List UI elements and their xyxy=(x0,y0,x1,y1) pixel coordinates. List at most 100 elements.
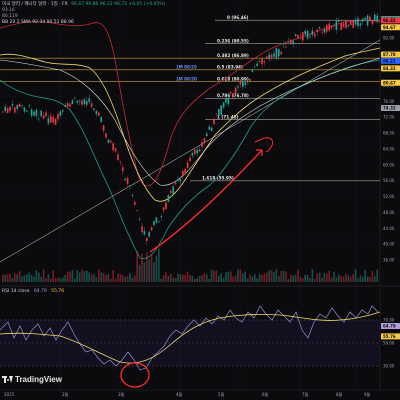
volume-bar xyxy=(376,269,378,282)
volume-bar xyxy=(359,275,362,282)
candle-body xyxy=(160,216,162,218)
candle-body xyxy=(314,33,316,37)
time-tick-label: 2월 xyxy=(62,391,69,397)
tradingview-logo[interactable]: TradingView xyxy=(2,375,62,384)
volume-bar xyxy=(206,274,208,282)
annotation-arrow[interactable] xyxy=(149,137,273,253)
fib-level-label: 0.382 (86.89) xyxy=(217,53,249,58)
candle-body xyxy=(9,106,11,112)
candle-body xyxy=(340,23,342,31)
annotation-circle[interactable] xyxy=(120,362,150,388)
volume-bar xyxy=(136,251,138,282)
candle-body xyxy=(347,25,350,27)
time-tick-label: 4월 xyxy=(176,391,183,397)
volume-bar xyxy=(354,269,357,282)
fib-level-label: 0.236 (90.55) xyxy=(217,38,249,43)
volume-bar xyxy=(47,274,50,282)
time-tick-label: 3월 xyxy=(118,391,125,397)
candle-body xyxy=(237,86,239,88)
candle-body xyxy=(42,115,45,119)
volume-bar xyxy=(23,274,26,282)
rsi-tick-label: 50.00 xyxy=(383,341,395,346)
candle-body xyxy=(102,125,105,131)
candle-body xyxy=(186,162,189,169)
candle-body xyxy=(218,108,220,116)
candle-body xyxy=(297,34,299,39)
candlesticks[interactable] xyxy=(2,12,378,245)
candle-body xyxy=(112,143,114,151)
candle-body xyxy=(45,112,47,117)
moving-average-light xyxy=(0,57,381,186)
price-tick-label: 48.00 xyxy=(383,210,395,215)
candle-body xyxy=(318,27,321,29)
candle-body xyxy=(172,186,174,196)
candle-body xyxy=(16,105,18,109)
candle-body xyxy=(244,82,246,86)
candle-body xyxy=(2,111,4,113)
candle-body xyxy=(256,63,258,66)
volume-bar xyxy=(69,271,71,282)
volume-bar xyxy=(64,274,66,282)
rsi-tick-label: 70.00 xyxy=(383,318,395,323)
candle-body xyxy=(203,138,206,143)
candle-body xyxy=(129,185,131,186)
volume-bar xyxy=(333,271,335,282)
volume-bar xyxy=(42,269,45,282)
volume-bar xyxy=(179,274,182,282)
volume-bar xyxy=(326,273,328,282)
price-tick-label: 72.00 xyxy=(383,115,395,120)
candle-body xyxy=(110,140,112,143)
candle-body xyxy=(280,51,282,55)
time-tick-label: 8월 xyxy=(336,391,343,397)
legend-bollinger: BB 20 2 SMA 92.34 90.51 88.96 xyxy=(2,20,74,25)
volume-bar xyxy=(297,269,299,282)
volume-bar xyxy=(352,274,354,282)
candle-body xyxy=(345,20,347,29)
volume-bar xyxy=(347,275,350,282)
candle-body xyxy=(362,18,364,22)
candle-body xyxy=(350,21,352,26)
rsi-pane[interactable] xyxy=(0,305,381,388)
candle-body xyxy=(201,141,203,148)
volume-bar xyxy=(81,269,83,282)
candle-body xyxy=(81,100,83,105)
volume-bar xyxy=(314,278,316,282)
volume-bar xyxy=(309,278,311,282)
volume-bar xyxy=(201,274,203,282)
tradingview-wordmark: TradingView xyxy=(15,375,62,384)
candle-body xyxy=(333,25,335,26)
trendline[interactable] xyxy=(0,39,381,263)
volume-bar xyxy=(26,274,28,282)
candle-body xyxy=(184,168,186,173)
price-tick-label: 44.00 xyxy=(383,226,395,231)
candle-body xyxy=(282,44,285,46)
volume-bar xyxy=(4,274,6,282)
volume-bar xyxy=(100,272,102,282)
volume-bar xyxy=(165,272,167,282)
candle-body xyxy=(270,54,273,58)
volume-bar xyxy=(340,275,342,282)
rsi-title[interactable]: RSI 14 close xyxy=(2,289,30,294)
volume-bar xyxy=(335,277,338,282)
candle-body xyxy=(258,61,261,62)
candle-body xyxy=(179,179,182,182)
volume-bar xyxy=(304,274,306,282)
volume-bar xyxy=(263,273,266,282)
candle-body xyxy=(26,110,28,112)
volume-bar xyxy=(189,275,191,282)
candle-body xyxy=(261,58,263,65)
svg-text:80.67: 80.67 xyxy=(383,80,396,85)
time-tick-label: 2025 xyxy=(4,392,15,397)
fib-level-label: 1.618 (55.95) xyxy=(202,176,234,181)
price-tick-label: 56.00 xyxy=(383,178,395,183)
candle-body xyxy=(182,170,184,177)
volume-bar xyxy=(38,272,40,282)
volume-bar xyxy=(33,276,35,282)
volume-bar xyxy=(273,271,275,282)
volume-bar xyxy=(184,274,186,282)
price-tag: 87.78 xyxy=(381,51,400,58)
volume-bar xyxy=(292,275,294,282)
symbol-title[interactable]: 미국 달러 / 캐나다 달러 · 1일 · FX xyxy=(2,2,68,7)
volume-bar xyxy=(114,278,117,282)
